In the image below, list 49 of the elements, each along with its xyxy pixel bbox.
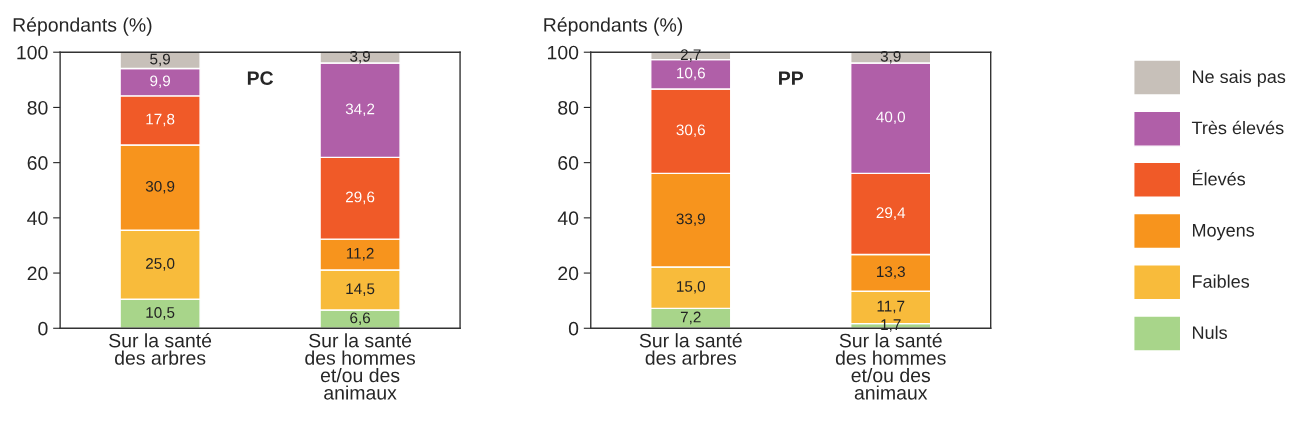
data-label: 10,6 [677,67,705,81]
data-label: 15,0 [677,280,706,294]
data-label: 13,3 [877,266,905,279]
data-label: 11,7 [877,300,905,314]
data-label: 14,5 [346,283,375,296]
data-label: 34,2 [345,103,375,117]
data-label: 6,6 [350,312,371,326]
data-label: 9,9 [150,75,170,89]
y-tick-label: 20 [27,266,48,281]
x-tick-label: Sur la santé des hommes et/ou des animaux [305,332,416,400]
y-tick-label: 60 [27,156,48,170]
x-tick-label: Sur la santé des arbres [109,332,212,365]
data-label: 29,4 [876,207,906,220]
legend-label: Nuls [1192,325,1227,340]
y-axis-title: Répondants (%) [13,17,152,36]
legend-label: Très élevés [1191,120,1284,135]
data-label: 3,9 [880,50,901,64]
data-label: 40,0 [876,111,905,125]
legend-label: Élevés [1192,169,1246,186]
y-tick-label: 20 [558,266,579,281]
legend-label: Ne sais pas [1192,69,1286,87]
data-label: 7,2 [680,311,701,325]
y-tick-label: 100 [548,45,579,60]
y-tick-label: 40 [557,211,579,226]
data-label: 29,6 [345,191,375,205]
y-tick-label: 40 [27,211,48,226]
data-label: 11,2 [346,247,374,261]
legend-label: Faibles [1192,274,1250,288]
annotation: PP [779,71,804,85]
y-tick-label: 60 [558,156,579,170]
data-label: 2,7 [680,49,701,62]
y-tick-label: 0 [38,321,48,336]
y-axis-title: Répondants (%) [544,17,683,36]
data-label: 30,6 [676,124,705,138]
annotation: PC [247,71,274,86]
data-label: 5,9 [150,53,170,67]
y-tick-label: 0 [568,321,579,336]
data-label: 33,9 [676,213,705,227]
data-label: 17,8 [146,113,175,127]
y-tick-label: 80 [558,100,579,115]
x-tick-label: Sur la santé des hommes et/ou des animaux [835,332,946,400]
data-label: 25,0 [146,258,175,271]
y-tick-label: 80 [27,100,48,115]
legend-label: Moyens [1192,224,1255,241]
data-label: 30,9 [145,180,175,194]
data-label: 10,5 [146,307,175,320]
data-label: 3,9 [350,50,370,64]
y-tick-label: 100 [17,45,48,60]
x-tick-label: Sur la santé des arbres [639,332,742,365]
